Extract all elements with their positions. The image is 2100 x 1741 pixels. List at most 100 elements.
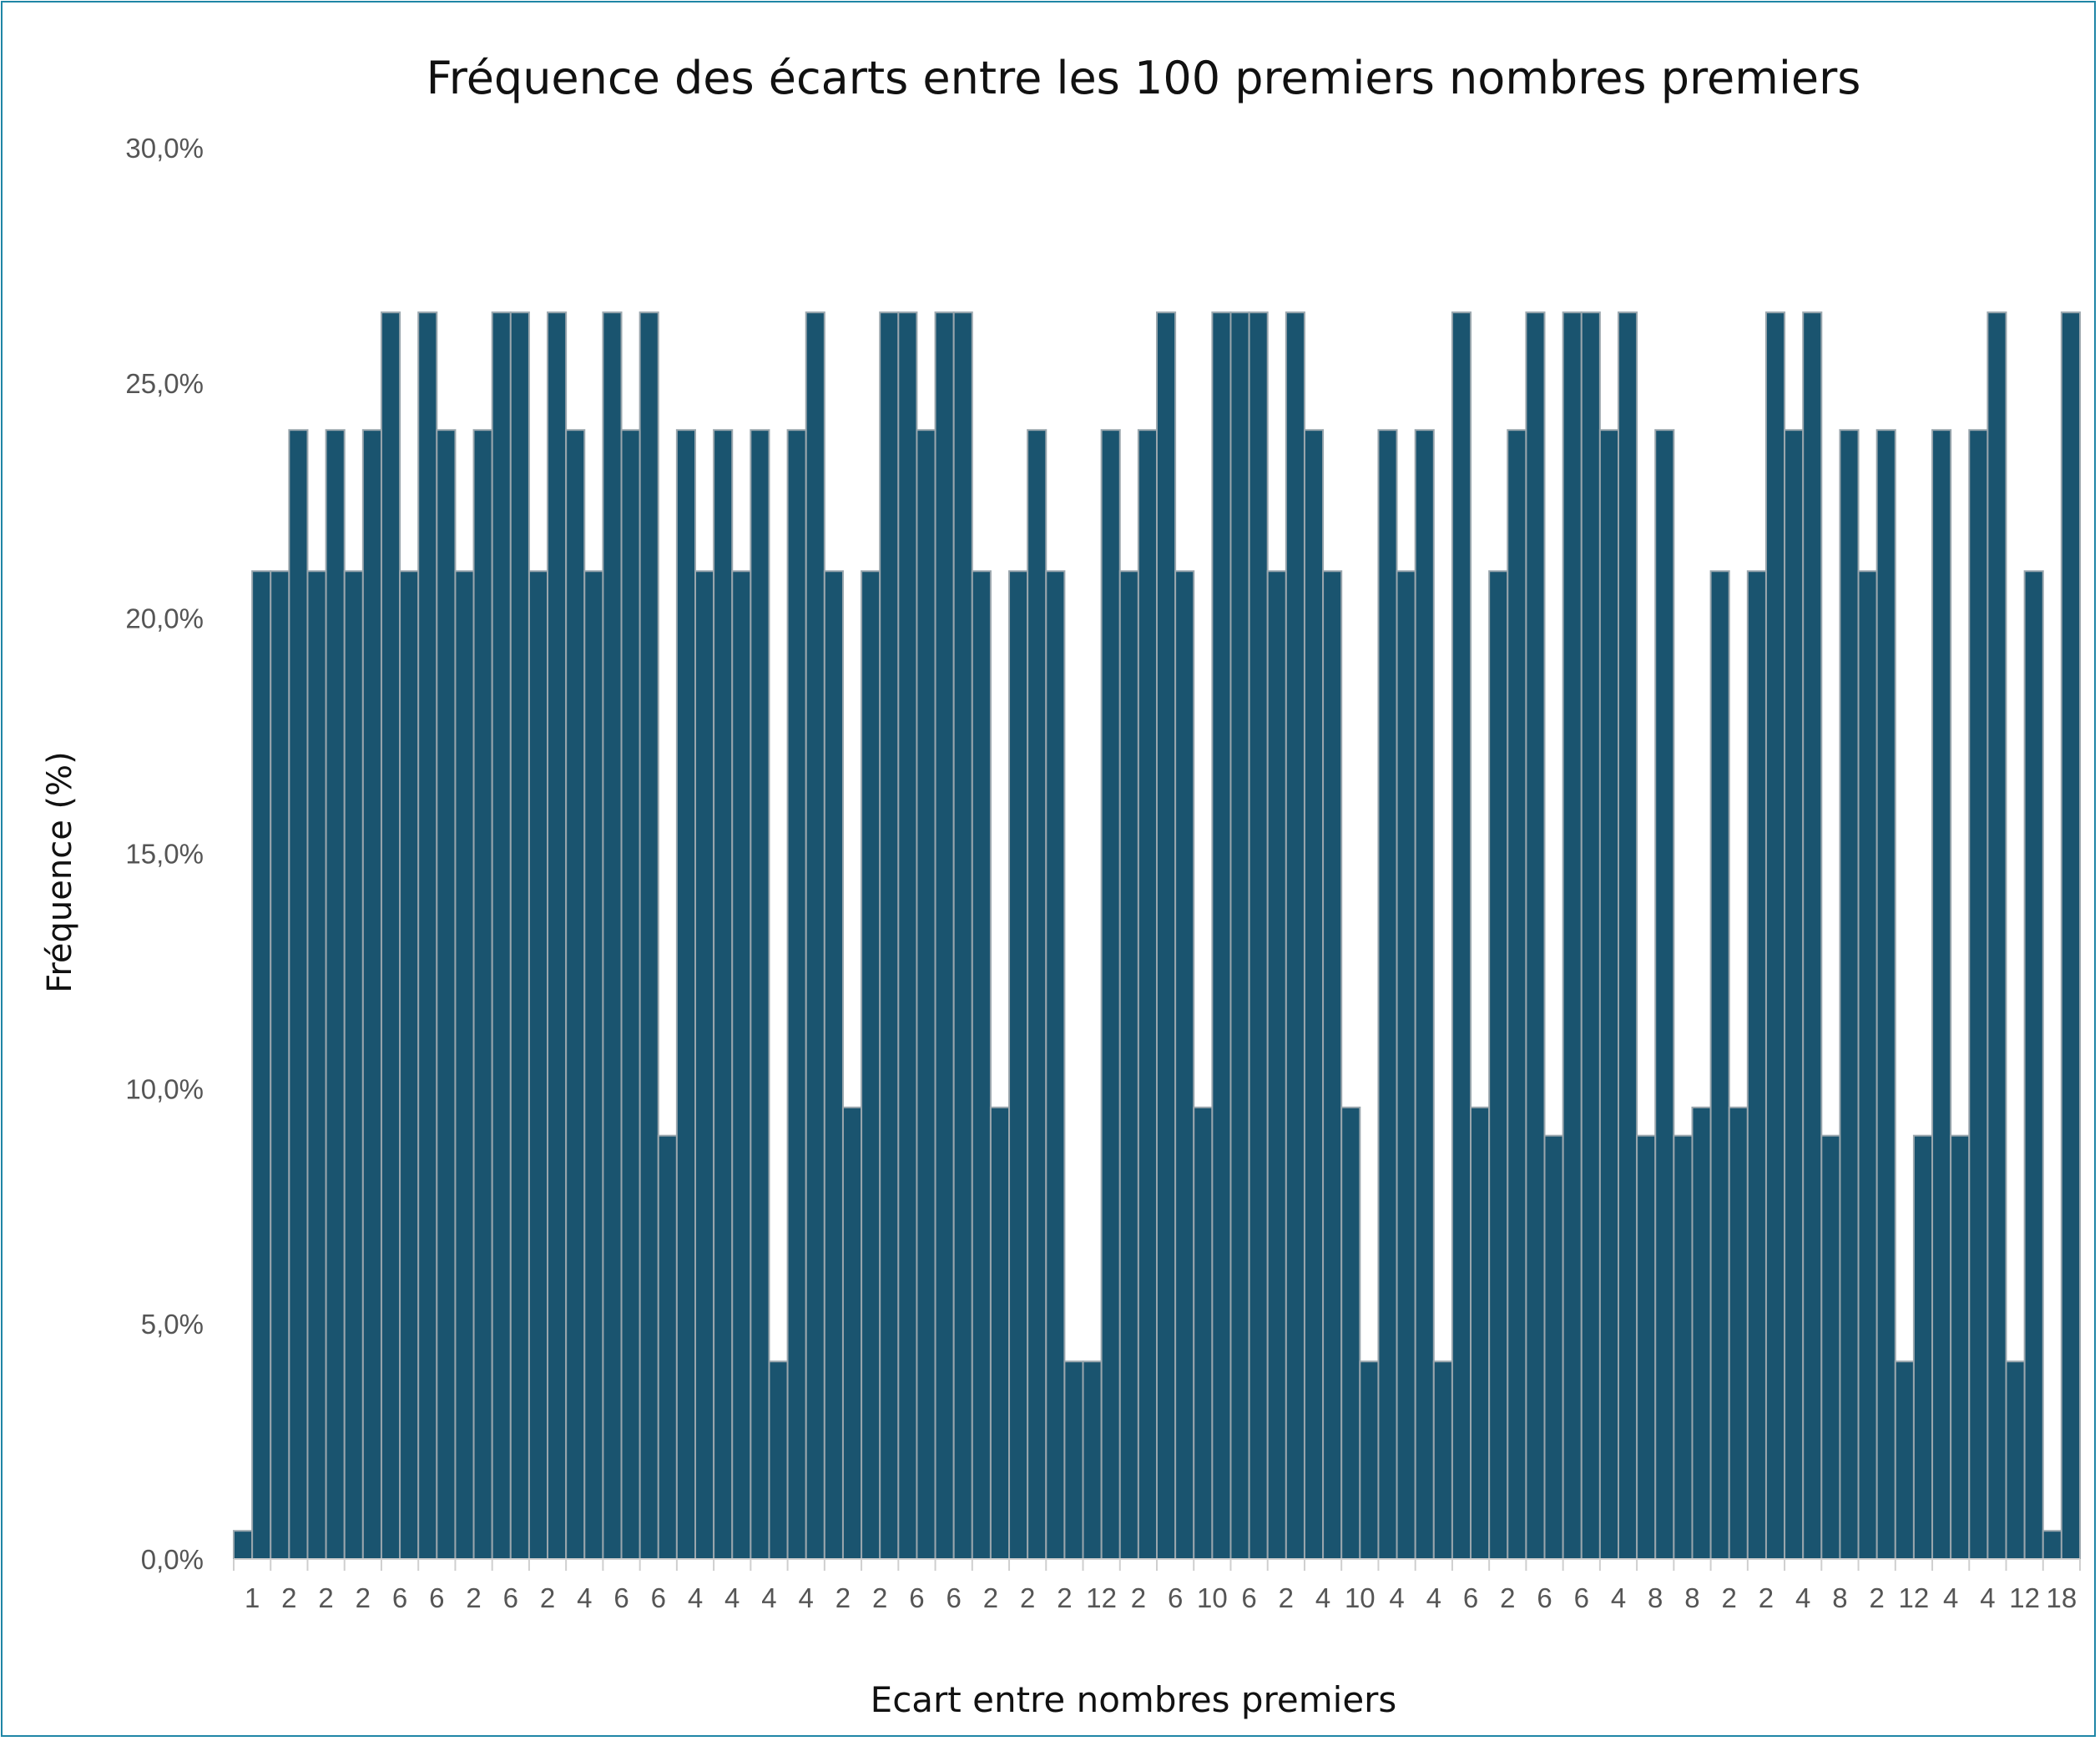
x-tick-label: 2 <box>983 1582 998 1613</box>
x-tick-label: 6 <box>1574 1582 1589 1613</box>
bar <box>1303 429 1325 1561</box>
bar <box>916 429 936 1561</box>
bar <box>1543 1134 1564 1560</box>
bar <box>1654 429 1675 1561</box>
x-tick-label: 4 <box>1980 1582 1995 1613</box>
x-tick-label: 2 <box>1759 1582 1774 1613</box>
bar <box>952 311 973 1560</box>
y-tick-label: 5,0% <box>141 1309 204 1340</box>
x-tick-label: 12 <box>1899 1582 1930 1613</box>
x-tick-label: 6 <box>392 1582 407 1613</box>
x-tick-label: 18 <box>2047 1582 2077 1613</box>
x-tick-label: 4 <box>1795 1582 1810 1613</box>
bar <box>934 311 955 1560</box>
x-tick-label: 4 <box>1315 1582 1330 1613</box>
x-tick-label: 2 <box>835 1582 851 1613</box>
x-tick-label: 2 <box>1500 1582 1515 1613</box>
y-tick-label: 30,0% <box>125 133 204 164</box>
bar <box>805 311 825 1560</box>
x-tick-label: 6 <box>503 1582 518 1613</box>
bar <box>2023 570 2044 1560</box>
bar <box>1229 311 1250 1560</box>
bar <box>731 570 752 1560</box>
bar <box>1764 311 1786 1560</box>
x-tick-label: 2 <box>1870 1582 1885 1613</box>
bar <box>1063 1360 1084 1561</box>
bar <box>1451 311 1472 1560</box>
bar <box>325 429 346 1561</box>
x-tick-label: 8 <box>1648 1582 1663 1613</box>
x-tick-label: 6 <box>909 1582 924 1613</box>
bar <box>1193 1106 1214 1560</box>
bar <box>1636 1134 1657 1560</box>
bar <box>713 429 734 1561</box>
x-tick-label: 4 <box>1426 1582 1441 1613</box>
bar <box>1691 1106 1712 1560</box>
bar <box>1156 311 1177 1560</box>
x-tick-label: 4 <box>799 1582 814 1613</box>
x-tick-label: 4 <box>688 1582 703 1613</box>
x-tick-label: 4 <box>1389 1582 1404 1613</box>
x-tick-label: 2 <box>1279 1582 1294 1613</box>
bar <box>454 570 475 1560</box>
bar <box>1618 311 1638 1560</box>
x-tick-label: 10 <box>1197 1582 1228 1613</box>
bar <box>565 429 586 1561</box>
x-tick-label: 2 <box>872 1582 887 1613</box>
bar <box>1322 570 1343 1560</box>
bar <box>1709 570 1730 1560</box>
bar <box>1470 1106 1491 1560</box>
bar <box>989 1106 1011 1560</box>
x-tick-label: 2 <box>1020 1582 1035 1613</box>
bar <box>1728 1106 1749 1560</box>
x-tick-label: 2 <box>318 1582 333 1613</box>
bar <box>694 570 715 1560</box>
bar <box>1027 429 1047 1561</box>
x-tick-label: 4 <box>724 1582 740 1613</box>
x-tick-label: 12 <box>1086 1582 1117 1613</box>
chart-title: Fréquence des écarts entre les 100 premi… <box>426 52 1861 104</box>
x-axis-label: Ecart entre nombres premiers <box>870 1679 1397 1720</box>
bar <box>1912 1134 1934 1560</box>
bar <box>2005 1360 2026 1561</box>
x-tick-label: 6 <box>947 1582 962 1613</box>
bar <box>602 311 623 1560</box>
bar <box>1008 570 1029 1560</box>
bar <box>1082 1360 1103 1561</box>
bar <box>343 570 364 1560</box>
bar <box>639 311 659 1560</box>
bar <box>750 429 770 1561</box>
bar <box>1986 311 2007 1560</box>
bar <box>491 311 512 1560</box>
bar <box>399 570 420 1560</box>
bar <box>1488 570 1509 1560</box>
x-tick-label: 6 <box>651 1582 666 1613</box>
bar <box>1118 570 1139 1560</box>
x-tick-label: 6 <box>1463 1582 1478 1613</box>
bar <box>1266 570 1287 1560</box>
x-tick-label: 2 <box>281 1582 296 1613</box>
bar <box>436 429 457 1561</box>
bar <box>1857 570 1878 1560</box>
bar <box>897 311 918 1560</box>
bar <box>2042 1530 2062 1561</box>
bar <box>823 570 844 1560</box>
x-tick-label: 6 <box>1168 1582 1183 1613</box>
bar <box>971 570 992 1560</box>
bar <box>786 429 807 1561</box>
x-tick-label: 2 <box>356 1582 371 1613</box>
bar <box>1507 429 1527 1561</box>
x-tick-label: 2 <box>466 1582 481 1613</box>
bar <box>1931 429 1952 1561</box>
bar <box>1414 429 1435 1561</box>
bar <box>1580 311 1601 1560</box>
bar <box>361 429 382 1561</box>
bar <box>1525 311 1546 1560</box>
bar <box>1784 429 1805 1561</box>
bar <box>1100 429 1121 1561</box>
bar <box>1746 570 1767 1560</box>
y-tick-label: 25,0% <box>125 368 204 399</box>
bar <box>1359 1360 1380 1561</box>
bar <box>841 1106 863 1560</box>
